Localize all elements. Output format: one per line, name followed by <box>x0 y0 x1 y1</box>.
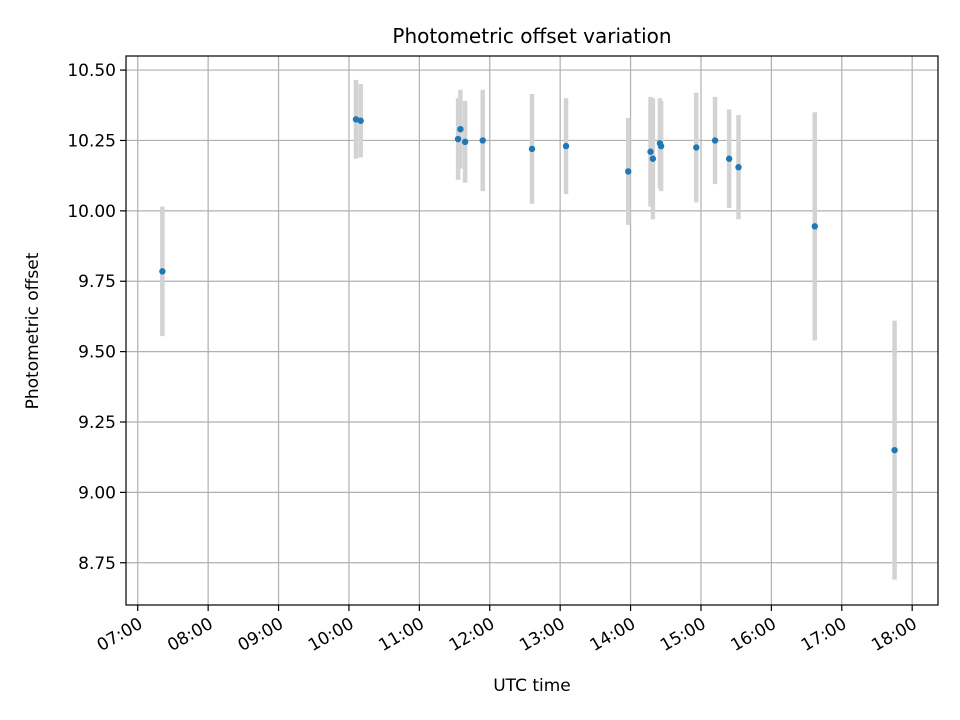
data-point <box>625 168 632 175</box>
y-axis-label: Photometric offset <box>23 252 43 409</box>
data-point <box>461 138 469 146</box>
x-tick-label: 11:00 <box>375 614 427 656</box>
data-point <box>159 268 166 275</box>
data-point <box>891 446 898 454</box>
data-point <box>725 155 733 162</box>
x-tick-label: 07:00 <box>94 614 146 656</box>
plot-frame <box>125 55 939 606</box>
x-tick-label: 13:00 <box>516 614 568 656</box>
data-point <box>657 142 665 150</box>
error-bars <box>160 79 897 580</box>
y-tick-label: 9.50 <box>78 343 116 363</box>
x-axis-label: UTC time <box>493 676 571 696</box>
data-point <box>647 148 654 155</box>
x-tick-label: 10:00 <box>305 614 357 656</box>
data-point <box>457 126 464 133</box>
x-tick-label: 14:00 <box>587 614 639 656</box>
x-tick-label: 15:00 <box>657 614 709 656</box>
y-tick-label: 8.75 <box>78 554 116 574</box>
x-tick-label: 09:00 <box>235 614 287 656</box>
data-point <box>649 155 657 162</box>
x-tick-label: 16:00 <box>727 614 779 656</box>
data-point <box>454 135 462 143</box>
data-point <box>735 164 742 171</box>
x-tick-label: 12:00 <box>446 614 498 656</box>
x-tick-label: 17:00 <box>798 614 850 656</box>
chart-title: Photometric offset variation <box>392 24 671 48</box>
data-points <box>159 116 898 454</box>
y-tick-label: 10.50 <box>67 61 116 81</box>
data-point <box>357 117 364 124</box>
y-tick-label: 9.25 <box>78 413 116 433</box>
x-axis-ticks: 07:00 08:00 09:00 10:00 11:00 12:00 13:00 14:00… <box>94 605 921 656</box>
x-tick-label: 18:00 <box>868 614 920 656</box>
data-point <box>693 144 700 151</box>
data-point <box>711 137 719 144</box>
data-point <box>528 145 536 153</box>
data-point <box>479 137 486 144</box>
data-point <box>811 223 818 230</box>
y-tick-label: 9.75 <box>78 272 116 292</box>
y-tick-label: 10.25 <box>67 131 116 151</box>
y-tick-label: 10.00 <box>67 202 116 222</box>
y-axis-ticks: 8.75 9.00 9.25 9.50 9.75 10.00 10.25 10.50 <box>67 61 126 574</box>
x-tick-label: 08:00 <box>164 614 216 656</box>
y-tick-label: 9.00 <box>78 483 116 503</box>
grid <box>126 56 938 605</box>
data-point <box>562 142 570 150</box>
